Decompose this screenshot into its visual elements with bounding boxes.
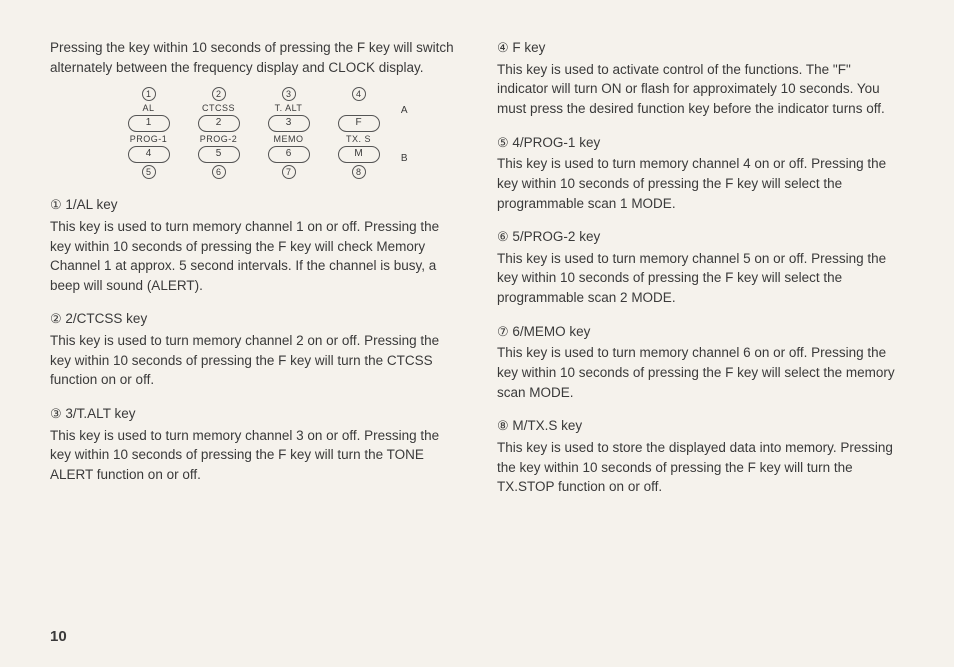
label-txs: TX. S — [346, 133, 371, 145]
key-diagram: A B 1 AL 1 PROG-1 4 5 2 CTCSS 2 PROG-2 5… — [104, 87, 404, 179]
heading-7: ⑦ 6/MEMO key — [497, 322, 904, 342]
section-8: ⑧ M/TX.S key This key is used to store t… — [497, 416, 904, 497]
key-col-1: 1 AL 1 PROG-1 4 5 — [123, 87, 175, 179]
key-m: M — [338, 146, 380, 163]
section-2: ② 2/CTCSS key This key is used to turn m… — [50, 309, 457, 390]
key-col-2: 2 CTCSS 2 PROG-2 5 6 — [193, 87, 245, 179]
key-2: 2 — [198, 115, 240, 132]
heading-3: ③ 3/T.ALT key — [50, 404, 457, 424]
body-1: This key is used to turn memory channel … — [50, 217, 457, 295]
body-4: This key is used to activate control of … — [497, 60, 904, 119]
body-8: This key is used to store the displayed … — [497, 438, 904, 497]
section-3: ③ 3/T.ALT key This key is used to turn m… — [50, 404, 457, 485]
label-memo: MEMO — [274, 133, 304, 145]
side-label-a: A — [401, 104, 408, 119]
section-1: ① 1/AL key This key is used to turn memo… — [50, 195, 457, 295]
key-f: F — [338, 115, 380, 132]
content-columns: Pressing the key within 10 seconds of pr… — [50, 38, 904, 497]
circled-5: 5 — [142, 165, 156, 179]
label-prog2: PROG-2 — [200, 133, 238, 145]
circled-7: 7 — [282, 165, 296, 179]
section-5: ⑤ 4/PROG-1 key This key is used to turn … — [497, 133, 904, 214]
circled-1: 1 — [142, 87, 156, 101]
heading-2: ② 2/CTCSS key — [50, 309, 457, 329]
body-7: This key is used to turn memory channel … — [497, 343, 904, 402]
heading-8: ⑧ M/TX.S key — [497, 416, 904, 436]
circled-2: 2 — [212, 87, 226, 101]
heading-5: ⑤ 4/PROG-1 key — [497, 133, 904, 153]
body-6: This key is used to turn memory channel … — [497, 249, 904, 308]
left-column: Pressing the key within 10 seconds of pr… — [50, 38, 457, 497]
heading-1: ① 1/AL key — [50, 195, 457, 215]
page-number: 10 — [50, 628, 67, 645]
key-3: 3 — [268, 115, 310, 132]
key-5: 5 — [198, 146, 240, 163]
circled-8: 8 — [352, 165, 366, 179]
label-ctcss: CTCSS — [202, 102, 235, 114]
section-6: ⑥ 5/PROG-2 key This key is used to turn … — [497, 227, 904, 308]
label-al: AL — [142, 102, 154, 114]
section-7: ⑦ 6/MEMO key This key is used to turn me… — [497, 322, 904, 403]
label-prog1: PROG-1 — [130, 133, 168, 145]
key-6: 6 — [268, 146, 310, 163]
circled-3: 3 — [282, 87, 296, 101]
label-talt: T. ALT — [275, 102, 303, 114]
key-col-3: 3 T. ALT 3 MEMO 6 7 — [263, 87, 315, 179]
section-4: ④ F key This key is used to activate con… — [497, 38, 904, 119]
circled-6: 6 — [212, 165, 226, 179]
body-3: This key is used to turn memory channel … — [50, 426, 457, 485]
body-2: This key is used to turn memory channel … — [50, 331, 457, 390]
heading-4: ④ F key — [497, 38, 904, 58]
key-4: 4 — [128, 146, 170, 163]
key-1: 1 — [128, 115, 170, 132]
side-label-b: B — [401, 152, 408, 167]
heading-6: ⑥ 5/PROG-2 key — [497, 227, 904, 247]
intro-text: Pressing the key within 10 seconds of pr… — [50, 38, 457, 77]
key-col-4: 4 F TX. S M 8 — [333, 87, 385, 179]
body-5: This key is used to turn memory channel … — [497, 154, 904, 213]
right-column: ④ F key This key is used to activate con… — [497, 38, 904, 497]
circled-4: 4 — [352, 87, 366, 101]
